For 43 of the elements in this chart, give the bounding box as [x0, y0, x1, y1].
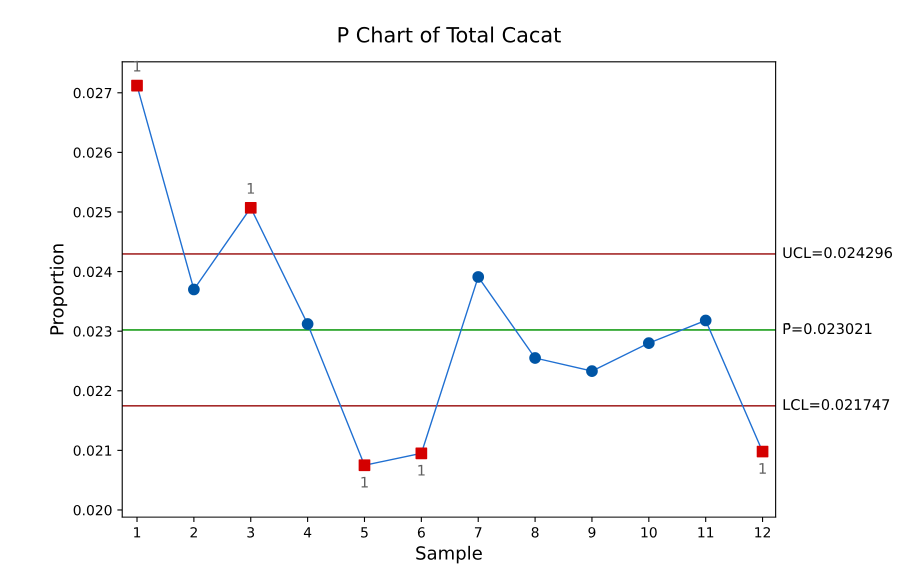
point	[416, 448, 428, 460]
x-axis-title: Sample	[416, 546, 482, 564]
ref-line-label: P̄=0.023021	[784, 323, 872, 334]
y-tick-label: 0.021	[74, 445, 112, 456]
point	[756, 446, 768, 458]
y-axis-title: Proportion	[50, 244, 68, 334]
ref-line-label: LCL=0.021747	[784, 399, 890, 410]
ref-line-label: UCL=0.024296	[783, 247, 892, 258]
annotation: 1	[361, 476, 368, 488]
x-tick-label: 10	[642, 527, 657, 538]
x-tick-label: 6	[418, 527, 425, 538]
y-tick-label: 0.020	[74, 504, 112, 516]
y-tick-label: 0.026	[74, 147, 112, 158]
y-tick-label: 0.025	[74, 206, 112, 218]
annotation: 1	[760, 463, 766, 474]
x-tick-label: 2	[190, 527, 197, 538]
point	[529, 352, 541, 364]
point	[188, 284, 200, 296]
y-tick-label: 0.023	[74, 326, 112, 337]
point	[131, 80, 143, 92]
chart-title: P Chart of Total Cacat	[338, 26, 561, 43]
x-tick-label: 11	[698, 527, 714, 538]
x-tick-label: 12	[755, 527, 770, 538]
point	[642, 337, 655, 349]
point	[472, 271, 484, 283]
annotation: 1	[134, 60, 140, 72]
y-tick-label: 0.022	[74, 386, 112, 396]
x-tick-label: 9	[588, 527, 596, 538]
x-tick-label: 8	[532, 527, 539, 538]
x-tick-label: 7	[474, 527, 482, 538]
point	[244, 202, 257, 214]
point	[700, 314, 712, 326]
x-tick-label: 3	[247, 527, 254, 538]
x-tick-label: 1	[134, 527, 140, 538]
x-tick-label: 4	[304, 527, 312, 538]
point	[358, 459, 370, 472]
annotation: 1	[248, 183, 254, 194]
y-tick-label: 0.027	[74, 88, 112, 98]
point	[586, 365, 598, 377]
y-tick-label: 0.024	[74, 266, 112, 278]
point	[302, 318, 314, 330]
x-tick-label: 5	[361, 527, 368, 538]
annotation: 1	[418, 464, 425, 476]
